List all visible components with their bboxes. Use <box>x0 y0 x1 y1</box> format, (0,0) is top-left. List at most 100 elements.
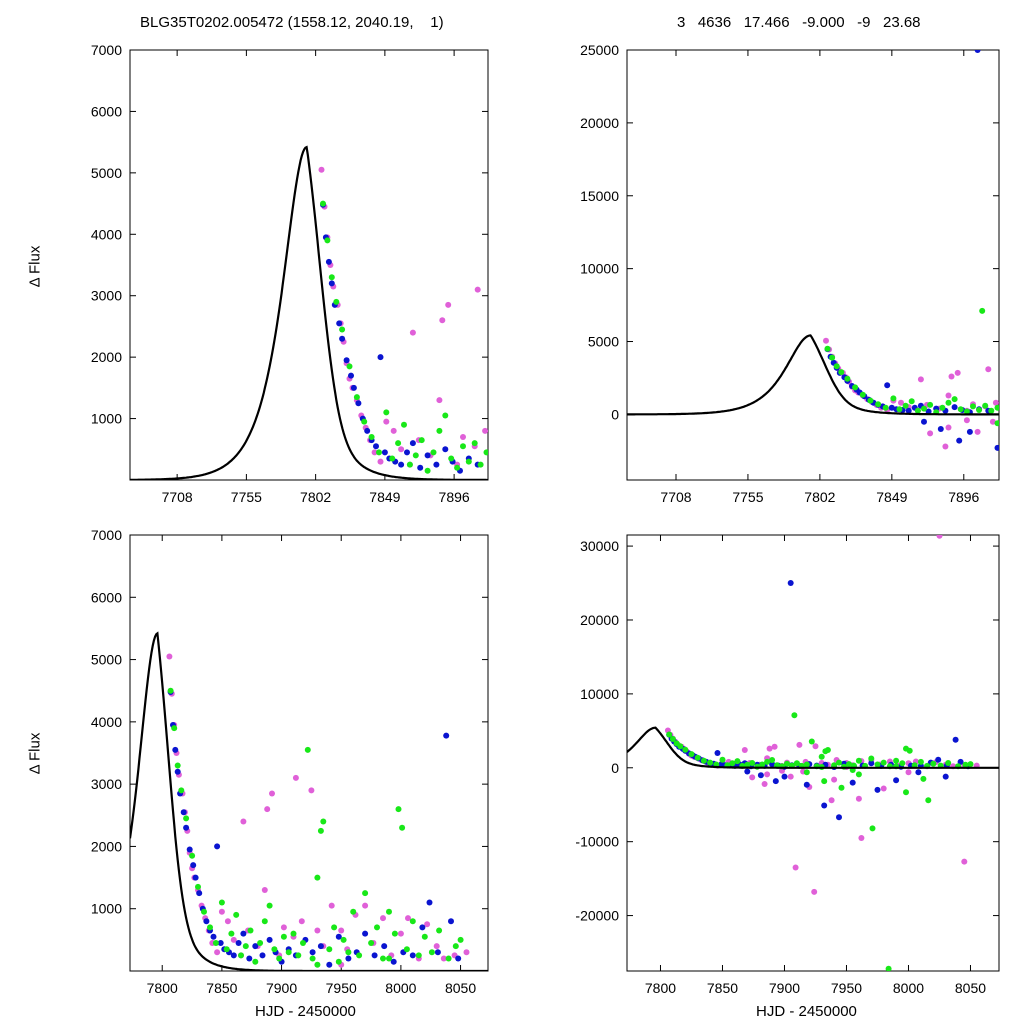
data-point-green <box>428 949 435 956</box>
data-point-magenta <box>261 887 268 893</box>
data-point-magenta <box>463 949 470 956</box>
x-tick-label: 7849 <box>876 489 907 505</box>
data-point-magenta <box>280 924 287 931</box>
data-point-blue <box>893 777 900 784</box>
data-point-green <box>415 952 422 959</box>
data-point-magenta <box>405 915 411 922</box>
data-point-green <box>682 746 689 753</box>
data-point-green <box>939 404 946 411</box>
y-tick-label: 25000 <box>580 42 619 58</box>
data-point-magenta <box>383 418 390 425</box>
data-point-green <box>903 789 909 796</box>
data-point-green <box>401 421 407 428</box>
data-point-magenta <box>948 373 955 380</box>
data-point-magenta <box>439 317 446 324</box>
data-point-green <box>669 736 676 742</box>
data-point-magenta <box>880 785 887 792</box>
data-point-blue <box>230 952 237 959</box>
data-point-green <box>442 412 449 419</box>
data-point-magenta <box>377 458 384 465</box>
x-tick-label: 7800 <box>645 980 676 996</box>
data-point-green <box>212 940 219 946</box>
plot-frame <box>129 49 489 481</box>
data-point-magenta <box>397 930 404 937</box>
data-point-blue <box>186 846 193 853</box>
data-point-magenta <box>961 858 968 865</box>
x-axis-label-left: HJD - 2450000 <box>255 1003 356 1020</box>
data-point-blue <box>373 443 379 450</box>
data-point-blue <box>381 449 388 456</box>
data-point-blue <box>240 930 247 937</box>
data-point-green <box>324 237 331 244</box>
data-point-green <box>688 751 695 758</box>
data-point-green <box>744 761 751 768</box>
data-point-blue <box>757 772 764 779</box>
y-tick-label: 0 <box>611 406 619 422</box>
data-point-green <box>409 918 416 925</box>
data-point-green <box>890 395 897 402</box>
y-tick-label: 15000 <box>580 188 619 204</box>
data-point-green <box>395 440 402 447</box>
data-point-green <box>328 274 335 281</box>
data-point-green <box>386 908 392 915</box>
x-tick-label: 7950 <box>831 980 862 996</box>
data-point-blue <box>448 918 454 925</box>
x-tick-label: 7802 <box>300 489 331 505</box>
y-tick-label: 3000 <box>91 288 122 304</box>
data-point-magenta <box>440 955 447 962</box>
data-point-green <box>340 936 347 943</box>
data-point-magenta <box>954 369 961 376</box>
data-point-blue <box>935 756 942 763</box>
data-point-blue <box>966 428 973 435</box>
plot-area <box>627 535 999 971</box>
data-point-blue <box>180 809 187 816</box>
data-point-green <box>821 778 828 785</box>
data-point-blue <box>398 461 405 468</box>
data-point-green <box>882 404 889 411</box>
data-point-green <box>247 927 254 934</box>
data-point-green <box>899 760 906 767</box>
data-point-green <box>368 434 375 440</box>
data-point-blue <box>190 862 197 869</box>
data-point-magenta <box>823 337 829 344</box>
x-tick-label: 7896 <box>439 489 470 505</box>
data-point-green <box>719 756 726 763</box>
data-point-green <box>945 760 952 766</box>
data-point-green <box>376 449 382 456</box>
data-point-magenta <box>328 902 335 909</box>
data-point-magenta <box>308 787 315 794</box>
x-tick-label: 7900 <box>266 980 297 996</box>
data-point-green <box>353 394 360 401</box>
data-point-green <box>317 827 324 834</box>
data-point-green <box>171 725 178 732</box>
data-point-green <box>395 806 402 813</box>
data-point-magenta <box>214 949 221 956</box>
x-tick-label: 7755 <box>231 489 262 505</box>
x-tick-label: 7755 <box>732 489 763 505</box>
data-point-magenta <box>898 399 904 406</box>
data-point-blue <box>433 461 440 468</box>
data-point-magenta <box>433 943 440 950</box>
plot-frame <box>626 534 1000 972</box>
data-point-green <box>399 824 406 831</box>
data-point-magenta <box>460 434 466 440</box>
y-tick-label: 4000 <box>91 714 122 730</box>
data-point-blue <box>348 372 354 379</box>
data-point-green <box>430 449 437 456</box>
data-point-green <box>885 965 892 971</box>
data-point-magenta <box>787 773 794 780</box>
data-point-blue <box>377 354 384 361</box>
data-point-green <box>189 852 196 859</box>
model-curve <box>130 631 488 971</box>
data-point-green <box>314 874 321 881</box>
data-point-magenta <box>264 806 271 813</box>
data-point-green <box>276 955 283 962</box>
data-point-blue <box>769 761 776 768</box>
data-point-green <box>769 757 776 763</box>
data-point-blue <box>381 943 388 950</box>
data-point-green <box>838 369 845 376</box>
data-point-magenta <box>792 864 799 871</box>
data-point-magenta <box>936 535 943 539</box>
data-point-green <box>844 375 851 382</box>
data-point-magenta <box>927 430 934 437</box>
